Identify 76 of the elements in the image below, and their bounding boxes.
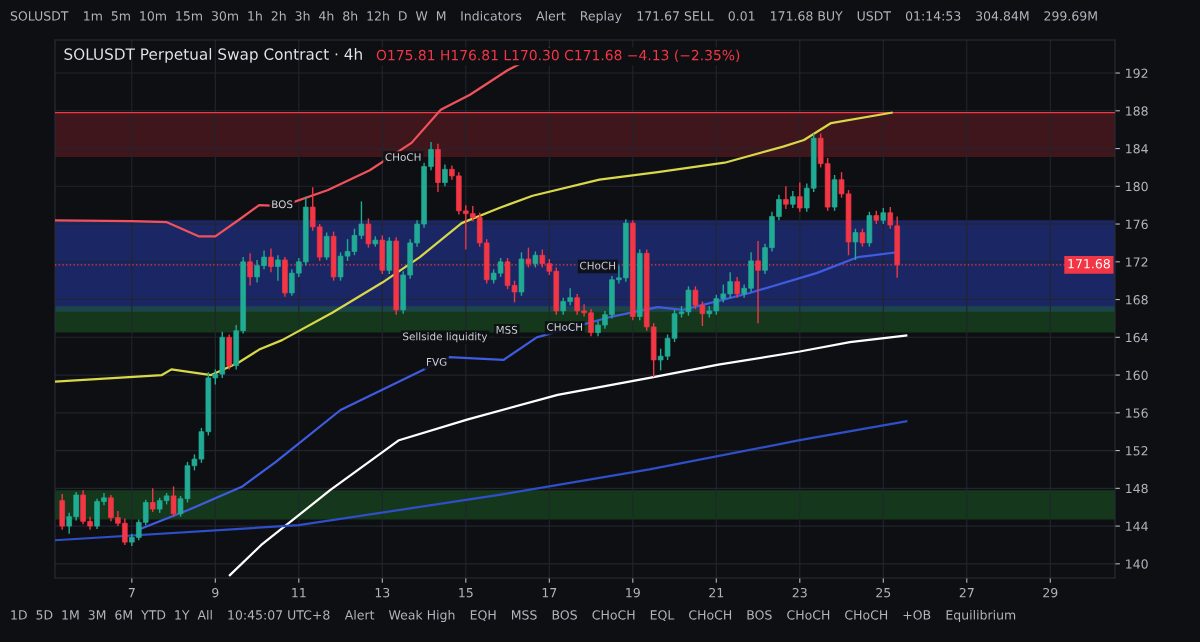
y-tick-label: 144	[1126, 521, 1148, 531]
text: Indicators	[461, 10, 522, 21]
line-series	[55, 420, 908, 542]
y-tick-label: 172	[1126, 257, 1148, 267]
text: O175.81 H176.81 L170.30 C171.68 −4.13 (−2.35%)	[376, 49, 740, 63]
annotation: Sellside liquidity	[403, 332, 488, 343]
text: Weak High	[388, 609, 455, 623]
line-series	[55, 111, 893, 383]
candlestick	[275, 254, 281, 282]
text: +OB	[903, 610, 931, 620]
y-tick-label: 156	[1126, 408, 1148, 418]
x-tick-label: 13	[375, 587, 390, 598]
annotation: FVG	[427, 357, 447, 366]
y-tick-label: 148	[1126, 483, 1148, 494]
text: CHoCH	[845, 610, 888, 620]
candlestick	[442, 163, 448, 187]
text: 299.69M	[1044, 11, 1097, 21]
text: EQL	[650, 610, 675, 622]
ref-line-label: 171.68	[1068, 259, 1110, 269]
annotation: MSS	[496, 325, 518, 334]
text: 171.67 SELL	[637, 11, 714, 21]
x-tick-label: 15	[459, 588, 473, 598]
y-tick-label: 168	[1126, 295, 1148, 305]
annotation: CHoCH	[580, 261, 615, 270]
text: 171.68 BUY	[771, 11, 843, 21]
text: 01:14:53	[905, 11, 961, 21]
x-tick-label: 17	[542, 588, 557, 598]
text: SOLUSDT	[10, 11, 69, 21]
text: 10:45:07 UTC+8	[228, 610, 330, 620]
x-tick-label: 11	[292, 588, 306, 598]
candlestick	[797, 181, 803, 213]
text: BOS	[747, 610, 772, 620]
x-tick-label: 21	[709, 587, 724, 598]
text: Equilibrium	[946, 609, 1016, 623]
candlestick	[783, 185, 789, 210]
candlestick	[365, 217, 372, 249]
candlestick	[323, 231, 330, 261]
candlestick	[268, 247, 274, 273]
candlestick	[170, 485, 177, 518]
candlestick	[734, 276, 740, 299]
text: SOLUSDT Perpetual Swap Contract · 4h	[64, 48, 362, 63]
x-tick-label: 19	[626, 587, 640, 598]
y-tick-label: 160	[1126, 370, 1148, 380]
annotation: CHoCH	[547, 323, 583, 331]
x-tick-label: 27	[959, 587, 974, 598]
x-tick-label: 25	[876, 587, 891, 598]
x-tick-label: 29	[1043, 587, 1058, 598]
text: Alert	[536, 10, 566, 21]
y-tick-label: 180	[1126, 181, 1148, 192]
text: 304.84M	[976, 11, 1029, 21]
x-tick-label: 9	[212, 587, 219, 598]
y-tick-label: 176	[1126, 219, 1148, 229]
text: 0.01	[728, 11, 755, 21]
text: CHoCH	[689, 610, 732, 620]
text: USDT	[857, 11, 892, 21]
text: Alert	[344, 609, 375, 620]
text: BOS	[552, 610, 577, 620]
text: MSS	[511, 610, 537, 620]
y-tick-label: 152	[1126, 446, 1148, 456]
text: 1D 5D 1M 3M 6M YTD 1Y All	[11, 609, 212, 620]
y-tick-label: 188	[1126, 106, 1148, 116]
annotation: CHoCH	[385, 153, 421, 161]
candlestick	[852, 228, 859, 261]
text: EQH	[470, 610, 496, 622]
y-tick-label: 164	[1126, 332, 1148, 343]
y-tick-label: 140	[1126, 559, 1148, 569]
y-tick-label: 192	[1126, 68, 1148, 78]
text: CHoCH	[787, 610, 830, 620]
y-tick-label: 184	[1126, 144, 1148, 154]
text: CHoCH	[592, 610, 635, 620]
candlestick	[149, 487, 156, 513]
x-tick-label: 7	[128, 588, 135, 598]
line-series	[228, 334, 908, 577]
text: Replay	[580, 10, 622, 24]
x-tick-label: 23	[792, 587, 807, 598]
text: 1m 5m 10m 15m 30m 1h 2h 3h 4h 8h 12h D W M	[84, 10, 446, 21]
